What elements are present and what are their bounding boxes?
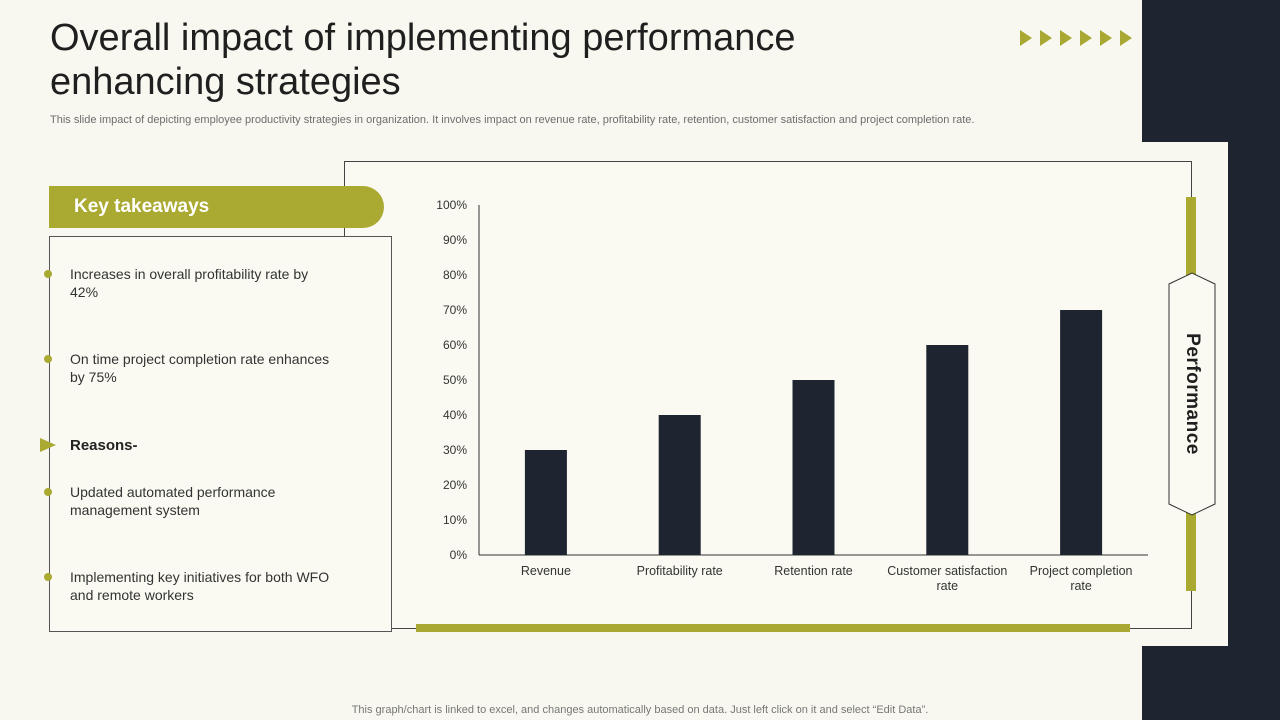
bar-4 <box>1060 310 1103 555</box>
page-title-line-2: enhancing strategies <box>50 61 401 103</box>
decorative-dark-band-right <box>1228 0 1280 720</box>
y-tick-label: 50% <box>443 373 467 387</box>
y-tick-label: 20% <box>443 478 467 492</box>
x-category-label-line: Profitability rate <box>637 564 723 578</box>
bar-1 <box>658 415 701 555</box>
performance-tag-shape <box>1168 272 1216 516</box>
takeaway-text: Increases in overall profitability rate … <box>70 266 309 300</box>
arrow-right-icon <box>1020 30 1032 46</box>
x-category-label-line: Revenue <box>521 564 571 578</box>
x-category-label-line: rate <box>1070 579 1092 593</box>
bullet-dot-icon <box>44 355 52 363</box>
page-subtitle: This slide impact of depicting employee … <box>50 114 975 126</box>
arrow-right-icon <box>1060 30 1072 46</box>
footer-note: This graph/chart is linked to excel, and… <box>351 704 929 716</box>
y-tick-label: 70% <box>443 303 467 317</box>
y-tick-label: 60% <box>443 338 467 352</box>
x-category-label: Profitability rate <box>637 564 723 578</box>
y-tick-label: 0% <box>450 548 468 562</box>
bar-2 <box>792 380 835 555</box>
reasons-label: Reasons- <box>70 437 138 454</box>
chevron-right-icon <box>40 438 56 452</box>
page-title: Overall impact of implementing performan… <box>50 16 950 104</box>
chart-underline <box>416 624 1130 632</box>
takeaway-text: On time project completion rate enhances… <box>70 351 330 385</box>
key-takeaways-header: Key takeaways <box>49 186 384 228</box>
y-tick-label: 30% <box>443 443 467 457</box>
bullet-dot-icon <box>44 270 52 278</box>
reason-text: Implementing key initiatives for both WF… <box>70 569 330 603</box>
decorative-dark-band-bottom <box>1142 646 1280 720</box>
page-title-line-1: Overall impact of implementing performan… <box>50 17 796 59</box>
performance-accent-bar-top <box>1186 197 1196 277</box>
decorative-arrows <box>1020 30 1136 46</box>
y-tick-label: 10% <box>443 513 467 527</box>
arrow-right-icon <box>1100 30 1112 46</box>
arrow-right-icon <box>1080 30 1092 46</box>
y-tick-label: 100% <box>436 198 467 212</box>
x-category-label-line: Retention rate <box>774 564 853 578</box>
x-category-label-line: rate <box>937 579 959 593</box>
chart-frame <box>344 161 1192 629</box>
x-category-label: Revenue <box>521 564 571 578</box>
y-tick-label: 40% <box>443 408 467 422</box>
bar-chart: 0% 10% 20% 30% 40% 50% 60% 70% 80% 90% 100% Revenue… <box>436 198 1148 593</box>
performance-tag: Performance <box>1168 272 1216 516</box>
arrow-right-icon <box>1040 30 1052 46</box>
performance-label: Performance <box>1182 333 1204 455</box>
performance-accent-bar-bottom <box>1186 505 1196 591</box>
key-takeaways-box: Increases in overall profitability rate … <box>40 236 392 632</box>
x-category-label: Project completion rate <box>1030 564 1133 593</box>
x-category-label-line: Project completion <box>1030 564 1133 578</box>
bar-3 <box>926 345 969 555</box>
bullet-dot-icon <box>44 488 52 496</box>
arrow-right-icon <box>1120 30 1132 46</box>
y-tick-label: 90% <box>443 233 467 247</box>
x-category-label-line: Customer satisfaction <box>887 564 1007 578</box>
reason-text: Updated automated performance management… <box>70 484 276 518</box>
y-tick-label: 80% <box>443 268 467 282</box>
bar-0 <box>524 450 567 555</box>
bullet-dot-icon <box>44 573 52 581</box>
x-category-label: Retention rate <box>774 564 853 578</box>
x-category-label: Customer satisfaction rate <box>887 564 1007 593</box>
